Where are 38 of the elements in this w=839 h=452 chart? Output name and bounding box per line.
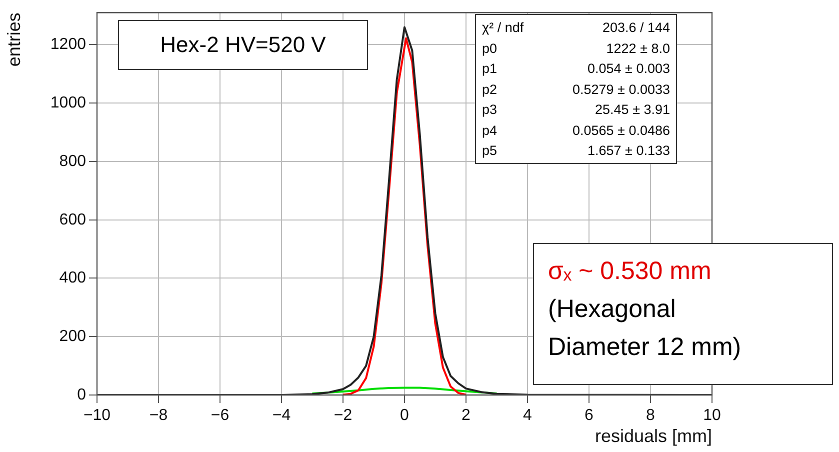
- x-tick-label: 4: [523, 407, 532, 424]
- x-tick-label: −4: [272, 407, 291, 424]
- annotation: p0: [482, 40, 498, 58]
- y-tick-label: 600: [59, 211, 86, 228]
- annotation: p4: [482, 122, 498, 140]
- y-tick-label: 1000: [50, 94, 86, 112]
- annotation: σₓ ~ 0.530 mm: [548, 256, 712, 287]
- y-tick-label: 200: [59, 328, 86, 346]
- annotation: p2: [482, 80, 498, 99]
- annotation: p5: [482, 142, 498, 160]
- annotation: p1: [482, 60, 498, 78]
- annotation: 25.45 ± 3.91: [594, 101, 670, 119]
- annotation: 203.6 / 144: [601, 19, 670, 37]
- annotation: p3: [482, 101, 498, 119]
- y-tick-label: 800: [59, 152, 86, 170]
- annotation: 1.657 ± 0.133: [586, 142, 670, 160]
- x-tick-label: 0: [400, 407, 410, 424]
- annotation: (Hexagonal Diameter 12 mm): [548, 294, 742, 363]
- x-tick-label: −8: [149, 407, 168, 424]
- x-tick-label: −2: [334, 407, 352, 424]
- y-axis-title: entries: [4, 12, 24, 67]
- annotation: 0.054 ± 0.003: [586, 60, 670, 78]
- text-box: σₓ ~ 0.530 mm (Hexagonal Diameter 12 mm): [533, 243, 833, 385]
- x-tick-label: 6: [584, 407, 594, 424]
- text-box: Hex-2 HV=520 V: [118, 20, 368, 70]
- x-tick-label: 10: [703, 407, 721, 424]
- annotation: 0.5279 ± 0.0033: [572, 80, 670, 98]
- x-tick-label: −6: [210, 407, 230, 424]
- x-tick-label: 2: [462, 407, 471, 424]
- y-tick-label: 1200: [50, 36, 86, 54]
- annotation: 0.0565 ± 0.0486: [572, 122, 670, 140]
- x-tick-label: −10: [83, 407, 111, 424]
- annotation: 1222 ± 8.0: [605, 40, 670, 58]
- y-tick-label: 0: [77, 386, 86, 404]
- annotation: χ² / ndf: [482, 19, 525, 37]
- x-axis-title: residuals [mm]: [594, 426, 712, 446]
- y-tick-label: 400: [59, 270, 86, 287]
- x-tick-label: 8: [646, 407, 656, 424]
